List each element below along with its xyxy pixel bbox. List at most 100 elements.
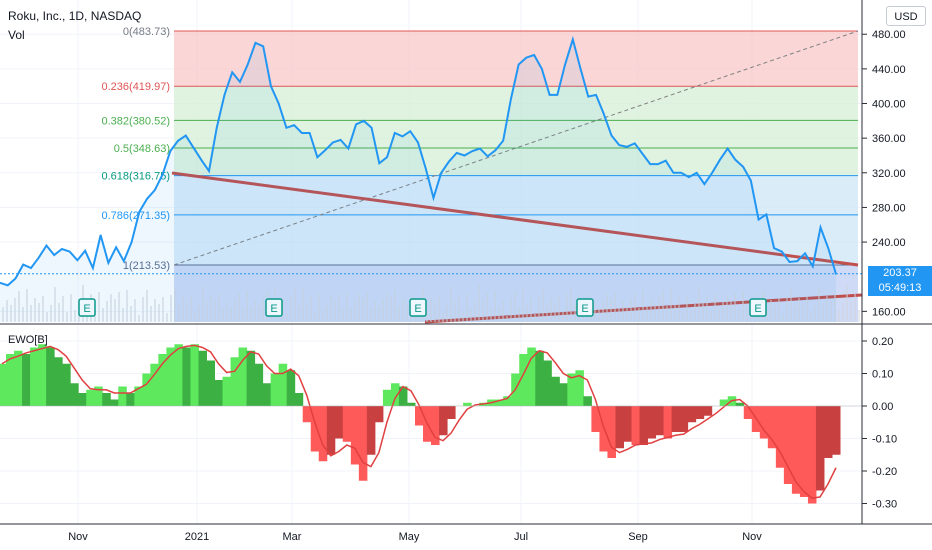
- ewo-bar: [463, 402, 472, 406]
- volume-bar: [138, 315, 140, 322]
- volume-bar: [226, 302, 228, 322]
- time-axis-label: Jul: [514, 531, 528, 543]
- volume-bar: [794, 305, 796, 322]
- volume-bar: [670, 288, 672, 322]
- volume-bar: [198, 304, 200, 322]
- volume-bar: [406, 304, 408, 322]
- ewo-bar: [22, 354, 31, 406]
- fib-label: 0.236(419.97): [102, 81, 171, 93]
- trendline-upper: [171, 171, 859, 267]
- volume-bar: [46, 312, 48, 322]
- volume-bar: [786, 296, 788, 322]
- price-point: [649, 163, 651, 165]
- volume-bar: [302, 287, 304, 322]
- volume-bar: [38, 303, 40, 322]
- price-point: [711, 172, 713, 174]
- ewo-bar: [350, 406, 360, 465]
- price-point: [394, 132, 396, 134]
- volume-bar: [342, 310, 344, 322]
- price-point: [146, 198, 148, 200]
- volume-bar: [534, 314, 536, 322]
- ewo-bar: [663, 406, 673, 439]
- volume-bar: [310, 296, 312, 322]
- volume-bar: [130, 306, 132, 322]
- volume-bar: [6, 300, 8, 322]
- currency-button[interactable]: USD: [886, 6, 926, 26]
- price-point: [727, 147, 729, 150]
- price-point: [61, 248, 63, 250]
- price-point: [355, 123, 357, 125]
- volume-bar: [714, 293, 716, 322]
- price-point: [270, 85, 272, 87]
- ewo-bar: [94, 386, 103, 406]
- earnings-marker-box: [576, 298, 594, 317]
- price-point: [494, 149, 497, 151]
- volume-bar: [206, 302, 208, 322]
- price-point: [463, 154, 466, 157]
- price-point: [742, 166, 744, 168]
- price-point: [518, 63, 520, 66]
- ewo-bar: [62, 363, 71, 406]
- ewo-bar: [54, 357, 63, 406]
- volume-bar: [858, 310, 860, 322]
- ewo-bar: [623, 406, 633, 442]
- volume-bar: [254, 300, 256, 322]
- ewo-axis-label: -0.30: [872, 499, 897, 511]
- ewo-axis-label: -0.20: [872, 466, 897, 478]
- ewo-bar: [214, 380, 224, 406]
- ewo-bar: [519, 354, 528, 406]
- volume-bar: [602, 301, 604, 322]
- ewo-bar: [150, 363, 159, 406]
- price-point: [84, 250, 86, 252]
- volume-bar: [326, 303, 328, 322]
- earnings-marker-box: [265, 298, 283, 317]
- volume-bar: [598, 308, 600, 322]
- price-point: [471, 150, 473, 152]
- volume-bar: [70, 294, 72, 322]
- volume-bar: [454, 302, 456, 322]
- ewo-axis-label: 0.20: [872, 336, 893, 348]
- fib-zone: [174, 86, 858, 121]
- price-point: [773, 247, 775, 249]
- volume-bar: [802, 303, 804, 322]
- price-axis-label: 400.00: [872, 99, 906, 111]
- volume-bar: [118, 292, 120, 322]
- volume-bar: [434, 302, 436, 322]
- earnings-marker: E: [749, 298, 767, 317]
- price-point: [223, 94, 226, 96]
- price-point: [169, 150, 171, 152]
- volume-bar: [10, 305, 12, 322]
- price-point: [254, 42, 257, 44]
- price-point: [587, 95, 589, 98]
- volume-bar: [150, 306, 152, 322]
- volume-bar: [486, 293, 488, 322]
- volume-bar: [834, 294, 836, 322]
- price-point: [231, 71, 233, 73]
- ewo-axis-label: -0.10: [872, 434, 897, 446]
- volume-bar: [626, 306, 628, 322]
- price-point: [409, 130, 411, 132]
- price-point: [665, 160, 667, 162]
- price-point: [239, 81, 241, 83]
- ewo-bar: [815, 406, 825, 491]
- volume-bar: [482, 300, 484, 322]
- price-point: [370, 127, 373, 129]
- price-point: [347, 147, 349, 150]
- ewo-bar: [495, 399, 504, 406]
- price-point: [556, 94, 558, 96]
- volume-bar: [214, 300, 216, 322]
- price-point: [92, 267, 94, 269]
- ewo-signal-line: [1, 344, 837, 499]
- price-axis-label: 360.00: [872, 133, 906, 145]
- volume-bar: [170, 295, 172, 322]
- ewo-bar: [198, 350, 207, 406]
- price-point: [30, 267, 32, 269]
- earnings-marker: E: [409, 298, 427, 317]
- time-axis-label: Nov: [742, 531, 762, 543]
- volume-bar: [510, 298, 512, 322]
- ewo-bar: [70, 383, 79, 406]
- volume-bar: [322, 310, 324, 322]
- fib-label: 0.382(380.52): [102, 115, 171, 127]
- ewo-bar: [575, 370, 584, 406]
